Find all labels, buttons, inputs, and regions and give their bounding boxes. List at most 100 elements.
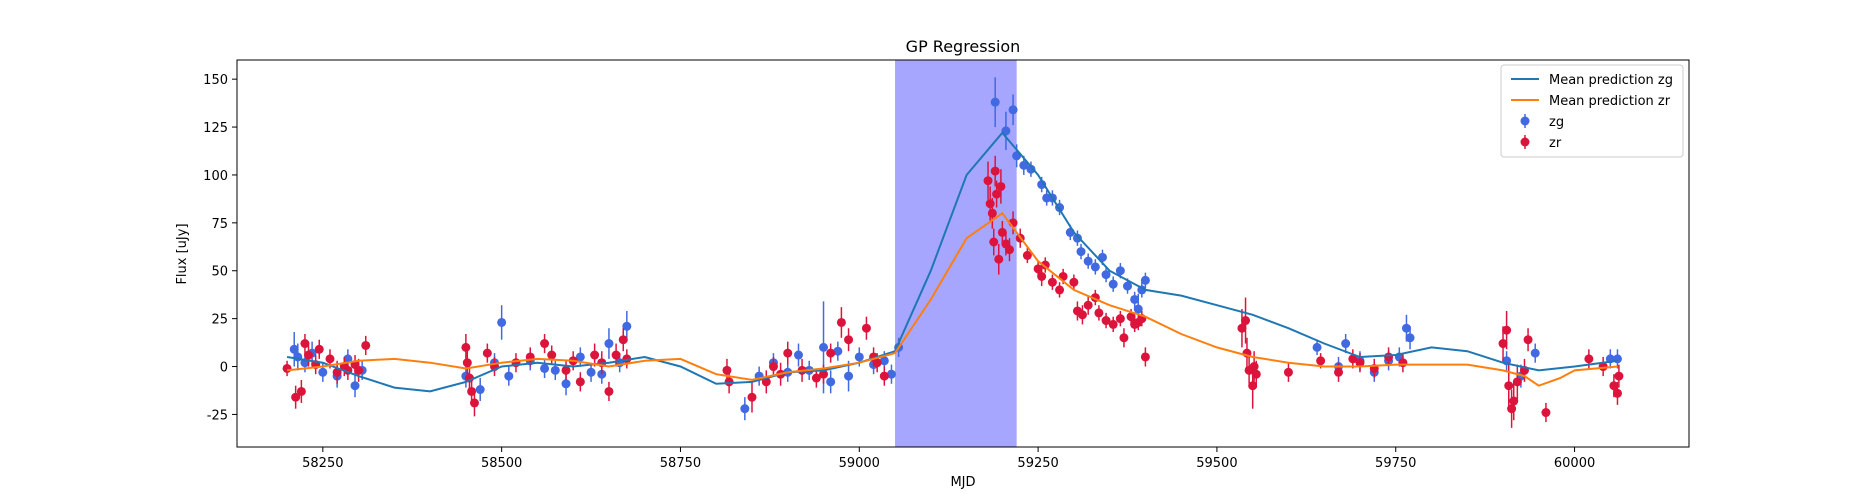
point-zr-49 xyxy=(872,358,882,368)
point-zr-23 xyxy=(540,339,550,349)
point-zr-15 xyxy=(462,358,472,368)
point-zg-58 xyxy=(1123,281,1133,291)
point-zg-52 xyxy=(1083,256,1093,266)
point-zr-8 xyxy=(332,367,342,377)
point-zr-1 xyxy=(291,392,301,402)
point-zr-19 xyxy=(482,348,492,358)
y-tick-label-100: 100 xyxy=(203,169,228,184)
y-axis-label: Flux [uJy] xyxy=(175,223,190,284)
point-zg-32 xyxy=(833,346,843,356)
point-zg-62 xyxy=(1140,275,1150,285)
point-zr-13 xyxy=(361,340,371,350)
point-zr-0 xyxy=(282,363,292,373)
y-tick-label-0: 0 xyxy=(220,361,228,376)
point-zr-113 xyxy=(1612,388,1622,398)
point-zr-50 xyxy=(879,371,889,381)
point-zr-100 xyxy=(1398,358,1408,368)
legend-swatch-3 xyxy=(1520,137,1530,147)
point-zr-31 xyxy=(611,350,621,360)
point-zg-65 xyxy=(1341,339,1351,349)
point-zg-33 xyxy=(844,371,854,381)
plot-frame xyxy=(236,59,1690,448)
point-zr-7 xyxy=(325,354,335,364)
point-zr-81 xyxy=(1126,312,1136,322)
point-zr-55 xyxy=(990,166,1000,176)
point-zr-46 xyxy=(844,335,854,345)
point-zr-52 xyxy=(985,199,995,209)
x-tick-label-60000: 60000 xyxy=(1554,456,1595,471)
point-zr-90 xyxy=(1248,381,1258,391)
point-zr-108 xyxy=(1523,335,1533,345)
y-tick-label-25: 25 xyxy=(211,313,228,328)
point-zr-34 xyxy=(722,365,732,375)
point-zr-66 xyxy=(1037,271,1047,281)
legend-label-0: Mean prediction zg xyxy=(1549,73,1673,88)
point-zg-60 xyxy=(1133,304,1143,314)
point-zg-63 xyxy=(1312,342,1322,352)
point-zg-13 xyxy=(504,371,514,381)
point-zr-105 xyxy=(1509,396,1519,406)
point-zg-23 xyxy=(622,321,632,331)
point-zr-59 xyxy=(997,227,1007,237)
point-zr-6 xyxy=(314,344,324,354)
y-tick-label-50: 50 xyxy=(211,265,228,280)
point-zr-103 xyxy=(1504,381,1514,391)
point-zg-16 xyxy=(550,365,560,375)
point-zg-43 xyxy=(1019,160,1029,170)
x-tick-label-59250: 59250 xyxy=(1017,456,1058,471)
point-zr-96 xyxy=(1348,354,1358,364)
x-tick-label-59750: 59750 xyxy=(1375,456,1416,471)
point-zg-18 xyxy=(575,352,585,362)
point-zr-109 xyxy=(1541,408,1551,418)
point-zg-7 xyxy=(350,381,360,391)
point-zr-4 xyxy=(304,350,314,360)
point-zg-70 xyxy=(1401,323,1411,333)
point-zg-28 xyxy=(793,350,803,360)
point-zr-91 xyxy=(1249,362,1259,372)
point-zr-92 xyxy=(1251,369,1261,379)
point-zr-114 xyxy=(1614,371,1624,381)
point-zr-28 xyxy=(590,350,600,360)
point-zr-78 xyxy=(1108,319,1118,329)
legend-swatch-2 xyxy=(1520,116,1530,126)
series-layer xyxy=(282,77,1624,428)
point-zr-42 xyxy=(811,373,821,383)
point-zr-102 xyxy=(1502,325,1512,335)
legend: Mean prediction zg Mean prediction zr zg zr xyxy=(1500,64,1684,158)
point-zr-2 xyxy=(296,386,306,396)
highlight-span-layer xyxy=(895,60,1017,447)
point-zr-79 xyxy=(1115,314,1125,324)
point-zr-44 xyxy=(826,348,836,358)
point-zr-64 xyxy=(1022,250,1032,260)
x-tick-label-58750: 58750 xyxy=(660,456,701,471)
point-zr-38 xyxy=(768,362,778,372)
x-tick-label-58500: 58500 xyxy=(481,456,522,471)
point-zg-55 xyxy=(1101,270,1111,280)
point-zg-6 xyxy=(343,354,353,364)
point-zg-15 xyxy=(540,363,550,373)
point-zg-4 xyxy=(318,367,328,377)
point-zr-110 xyxy=(1584,354,1594,364)
point-zr-85 xyxy=(1140,352,1150,362)
point-zr-57 xyxy=(994,254,1004,264)
y-tick-label-125: 125 xyxy=(203,121,228,136)
legend-label-3: zr xyxy=(1549,136,1562,151)
y-tick-label-150: 150 xyxy=(203,73,228,88)
y-tick-label--25: -25 xyxy=(207,408,228,423)
point-zr-67 xyxy=(1040,260,1050,270)
point-zg-51 xyxy=(1076,247,1086,257)
point-zr-73 xyxy=(1077,310,1087,320)
point-zg-30 xyxy=(819,342,829,352)
point-zr-51 xyxy=(983,176,993,186)
point-zr-3 xyxy=(300,339,310,349)
point-zr-14 xyxy=(461,342,471,352)
point-zr-93 xyxy=(1283,367,1293,377)
point-zr-12 xyxy=(354,365,364,375)
point-zr-30 xyxy=(604,386,614,396)
x-axis-label: MJD xyxy=(950,475,975,490)
point-zg-19 xyxy=(586,367,596,377)
point-zg-53 xyxy=(1090,262,1100,272)
point-zr-24 xyxy=(547,350,557,360)
point-zr-94 xyxy=(1316,356,1326,366)
